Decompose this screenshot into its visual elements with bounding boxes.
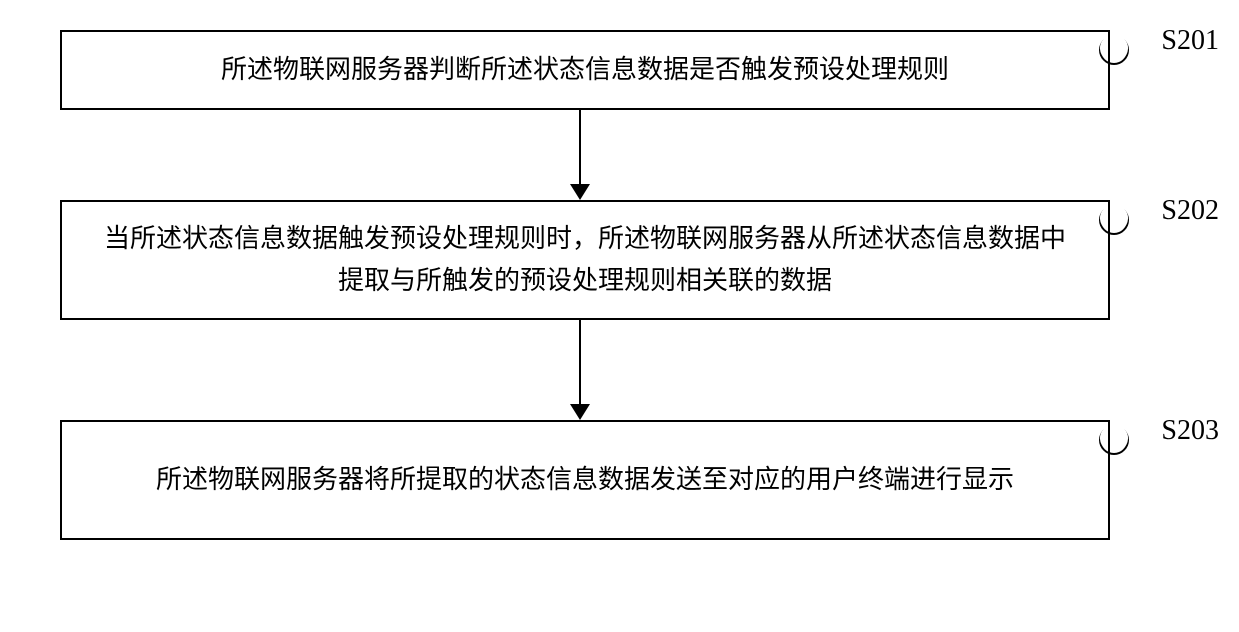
- step-label-s201: S201: [1161, 25, 1219, 57]
- step-box-s202: 当所述状态信息数据触发预设处理规则时，所述物联网服务器从所述状态信息数据中提取与…: [60, 200, 1110, 320]
- step-text-s203: 所述物联网服务器将所提取的状态信息数据发送至对应的用户终端进行显示: [156, 459, 1014, 501]
- step-text-s202: 当所述状态信息数据触发预设处理规则时，所述物联网服务器从所述状态信息数据中提取与…: [92, 218, 1078, 301]
- arrow-head-icon: [570, 184, 590, 200]
- flowchart-container: 所述物联网服务器判断所述状态信息数据是否触发预设处理规则 S201 当所述状态信…: [0, 0, 1239, 632]
- arrow-line: [579, 110, 581, 184]
- step-label-s203: S203: [1161, 415, 1219, 447]
- step-box-s201: 所述物联网服务器判断所述状态信息数据是否触发预设处理规则: [60, 30, 1110, 110]
- step-label-s202: S202: [1161, 195, 1219, 227]
- arrow-s202-to-s203: [570, 320, 590, 420]
- arrow-s201-to-s202: [570, 110, 590, 200]
- arrow-line: [579, 320, 581, 404]
- arrow-head-icon: [570, 404, 590, 420]
- step-text-s201: 所述物联网服务器判断所述状态信息数据是否触发预设处理规则: [221, 49, 949, 91]
- step-box-s203: 所述物联网服务器将所提取的状态信息数据发送至对应的用户终端进行显示: [60, 420, 1110, 540]
